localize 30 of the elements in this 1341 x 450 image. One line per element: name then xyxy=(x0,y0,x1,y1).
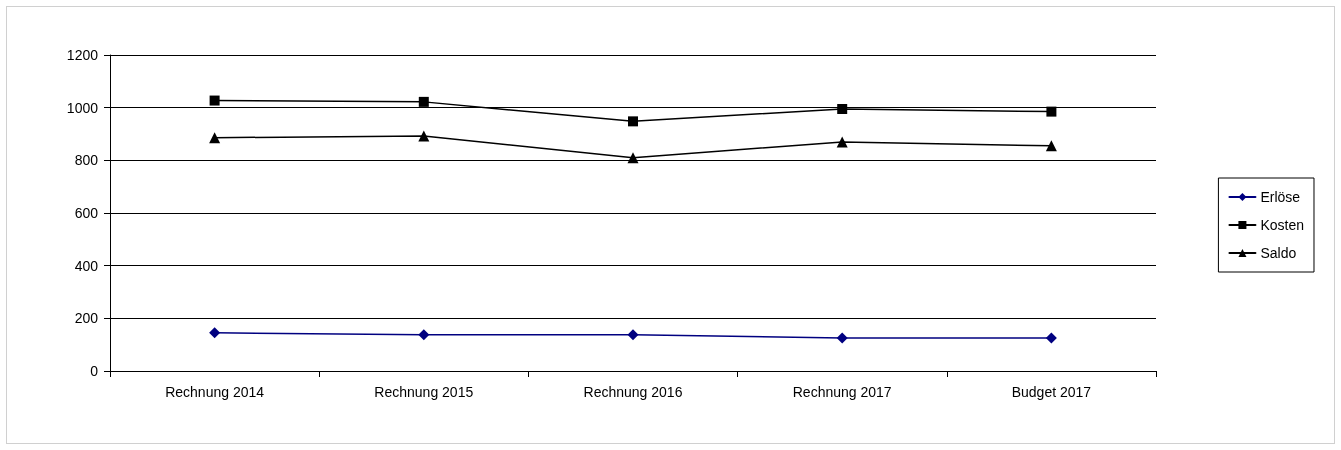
y-tick-label: 1200 xyxy=(66,47,99,63)
y-tick-label: 400 xyxy=(74,257,99,274)
point xyxy=(209,327,221,339)
point xyxy=(1045,140,1057,152)
point xyxy=(837,103,848,114)
legend-label: Kosten xyxy=(1260,217,1305,233)
point xyxy=(836,136,848,148)
legend-label: Saldo xyxy=(1260,245,1297,261)
y-tick-label: 800 xyxy=(74,152,99,169)
point xyxy=(836,332,848,344)
y-tick-label: 200 xyxy=(74,310,99,327)
point xyxy=(1046,106,1057,117)
y-tick-label: 600 xyxy=(74,205,99,221)
point xyxy=(628,116,638,127)
point xyxy=(1045,332,1057,344)
legend-label: Erlöse xyxy=(1260,189,1301,205)
point xyxy=(209,132,221,144)
x-tick-label: Budget 2017 xyxy=(1011,384,1092,400)
point xyxy=(627,152,639,164)
x-tick-label: Rechnung 2017 xyxy=(792,384,892,400)
x-tick-label: Rechnung 2016 xyxy=(583,384,683,400)
x-tick-label: Rechnung 2014 xyxy=(165,384,265,400)
y-tick-label: 0 xyxy=(90,363,99,379)
x-tick-label: Rechnung 2015 xyxy=(374,384,474,400)
point xyxy=(627,329,639,341)
point xyxy=(418,130,430,142)
y-tick-label: 1000 xyxy=(66,99,99,116)
point xyxy=(418,96,429,107)
point xyxy=(209,95,220,106)
point xyxy=(418,329,430,341)
